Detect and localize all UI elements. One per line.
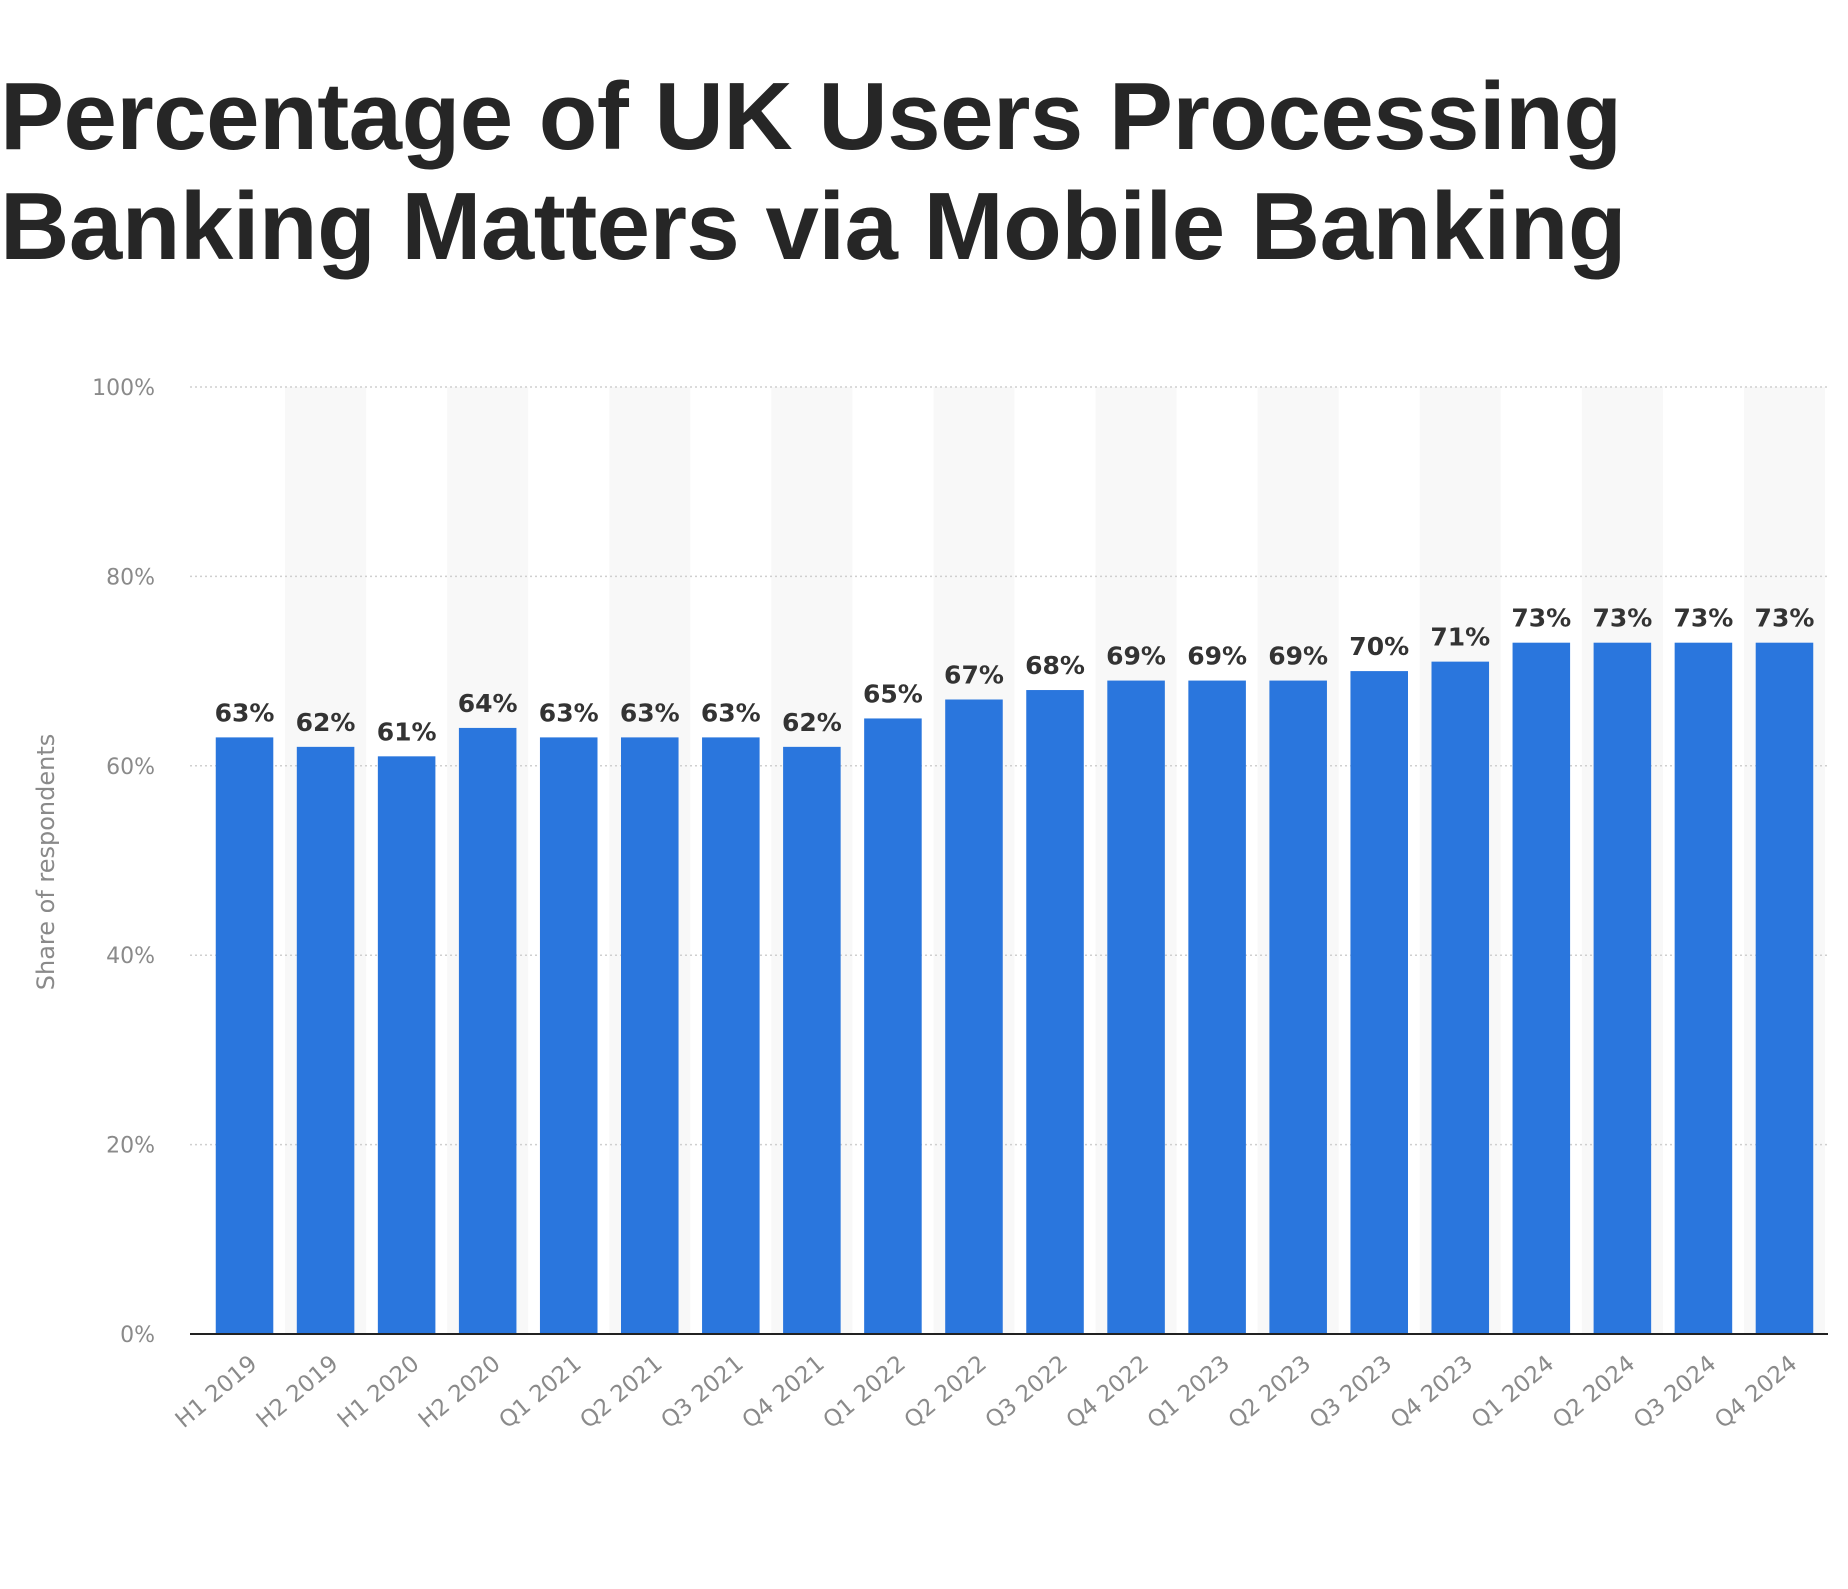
data-label: 63% [701, 698, 761, 727]
bar [702, 737, 760, 1334]
data-label: 73% [1592, 604, 1652, 633]
x-tick-label: Q2 2024 [1548, 1351, 1640, 1434]
x-tick-label: Q2 2021 [575, 1351, 667, 1434]
bar [215, 737, 274, 1334]
bar [1026, 690, 1084, 1334]
x-tick-label: Q4 2023 [1386, 1351, 1478, 1434]
data-label: 64% [458, 689, 518, 718]
y-tick-label: 40% [106, 944, 155, 969]
y-tick-label: 60% [106, 755, 155, 780]
bar [864, 718, 922, 1334]
x-tick-label: Q1 2024 [1467, 1351, 1559, 1434]
bar [783, 746, 841, 1334]
chart-title: Percentage of UK Users Processing Bankin… [0, 63, 1626, 280]
y-tick-label: 100% [92, 376, 155, 401]
data-label: 70% [1349, 632, 1409, 661]
data-labels: 63% 62% 61% 64% 63% 63% 63% 62% 65% 67% 68% 69% 69% 6… [215, 604, 1815, 747]
data-label: 63% [620, 698, 680, 727]
bar [458, 727, 517, 1334]
bar [1107, 680, 1165, 1334]
y-axis-label: Share of respondents [32, 734, 60, 991]
y-tick-label: 80% [106, 565, 155, 590]
x-tick-label: H2 2019 [252, 1351, 344, 1434]
x-tick-label: Q1 2022 [819, 1351, 911, 1434]
bar [539, 737, 598, 1334]
data-label: 63% [215, 698, 275, 727]
x-tick-label: Q4 2022 [1062, 1351, 1154, 1434]
y-axis-ticks: 0% 20% 40% 60% 80% 100% [92, 376, 155, 1348]
x-tick-label: Q3 2022 [981, 1351, 1073, 1434]
x-tick-label: Q2 2022 [900, 1351, 992, 1434]
bar [1593, 642, 1652, 1334]
bar [296, 746, 355, 1334]
bar [945, 699, 1003, 1334]
data-label: 67% [944, 661, 1004, 690]
data-label: 69% [1106, 642, 1166, 671]
x-tick-label: Q1 2021 [494, 1351, 586, 1434]
data-label: 71% [1430, 623, 1490, 652]
x-tick-label: Q3 2024 [1629, 1351, 1721, 1434]
y-tick-label: 20% [106, 1134, 155, 1159]
data-label: 65% [863, 679, 923, 708]
data-label: 73% [1674, 604, 1734, 633]
x-tick-label: Q4 2024 [1710, 1351, 1802, 1434]
data-label: 69% [1268, 642, 1328, 671]
x-tick-label: H1 2019 [171, 1351, 263, 1434]
bar [1188, 680, 1246, 1334]
x-tick-label: Q1 2023 [1143, 1351, 1235, 1434]
bar [1350, 671, 1408, 1334]
bar [1512, 642, 1571, 1334]
x-tick-label: Q3 2023 [1305, 1351, 1397, 1434]
x-tick-label: Q2 2023 [1224, 1351, 1316, 1434]
data-label: 73% [1755, 604, 1815, 633]
data-label: 62% [296, 708, 356, 737]
bar [1431, 661, 1490, 1334]
data-label: 69% [1187, 642, 1247, 671]
data-label: 62% [782, 708, 842, 737]
x-tick-label: H2 2020 [414, 1351, 506, 1434]
x-tick-label: Q4 2021 [737, 1351, 829, 1434]
data-label: 63% [539, 698, 599, 727]
bar [621, 737, 679, 1334]
x-tick-label: Q3 2021 [656, 1351, 748, 1434]
y-tick-label: 0% [120, 1323, 155, 1348]
bar [1755, 642, 1814, 1334]
bar [1269, 680, 1327, 1334]
bars [215, 642, 1814, 1334]
bar [377, 756, 436, 1334]
x-tick-label: H1 2020 [333, 1351, 425, 1434]
data-label: 73% [1511, 604, 1571, 633]
data-label: 68% [1025, 651, 1085, 680]
bar [1674, 642, 1733, 1334]
data-label: 61% [377, 717, 437, 746]
